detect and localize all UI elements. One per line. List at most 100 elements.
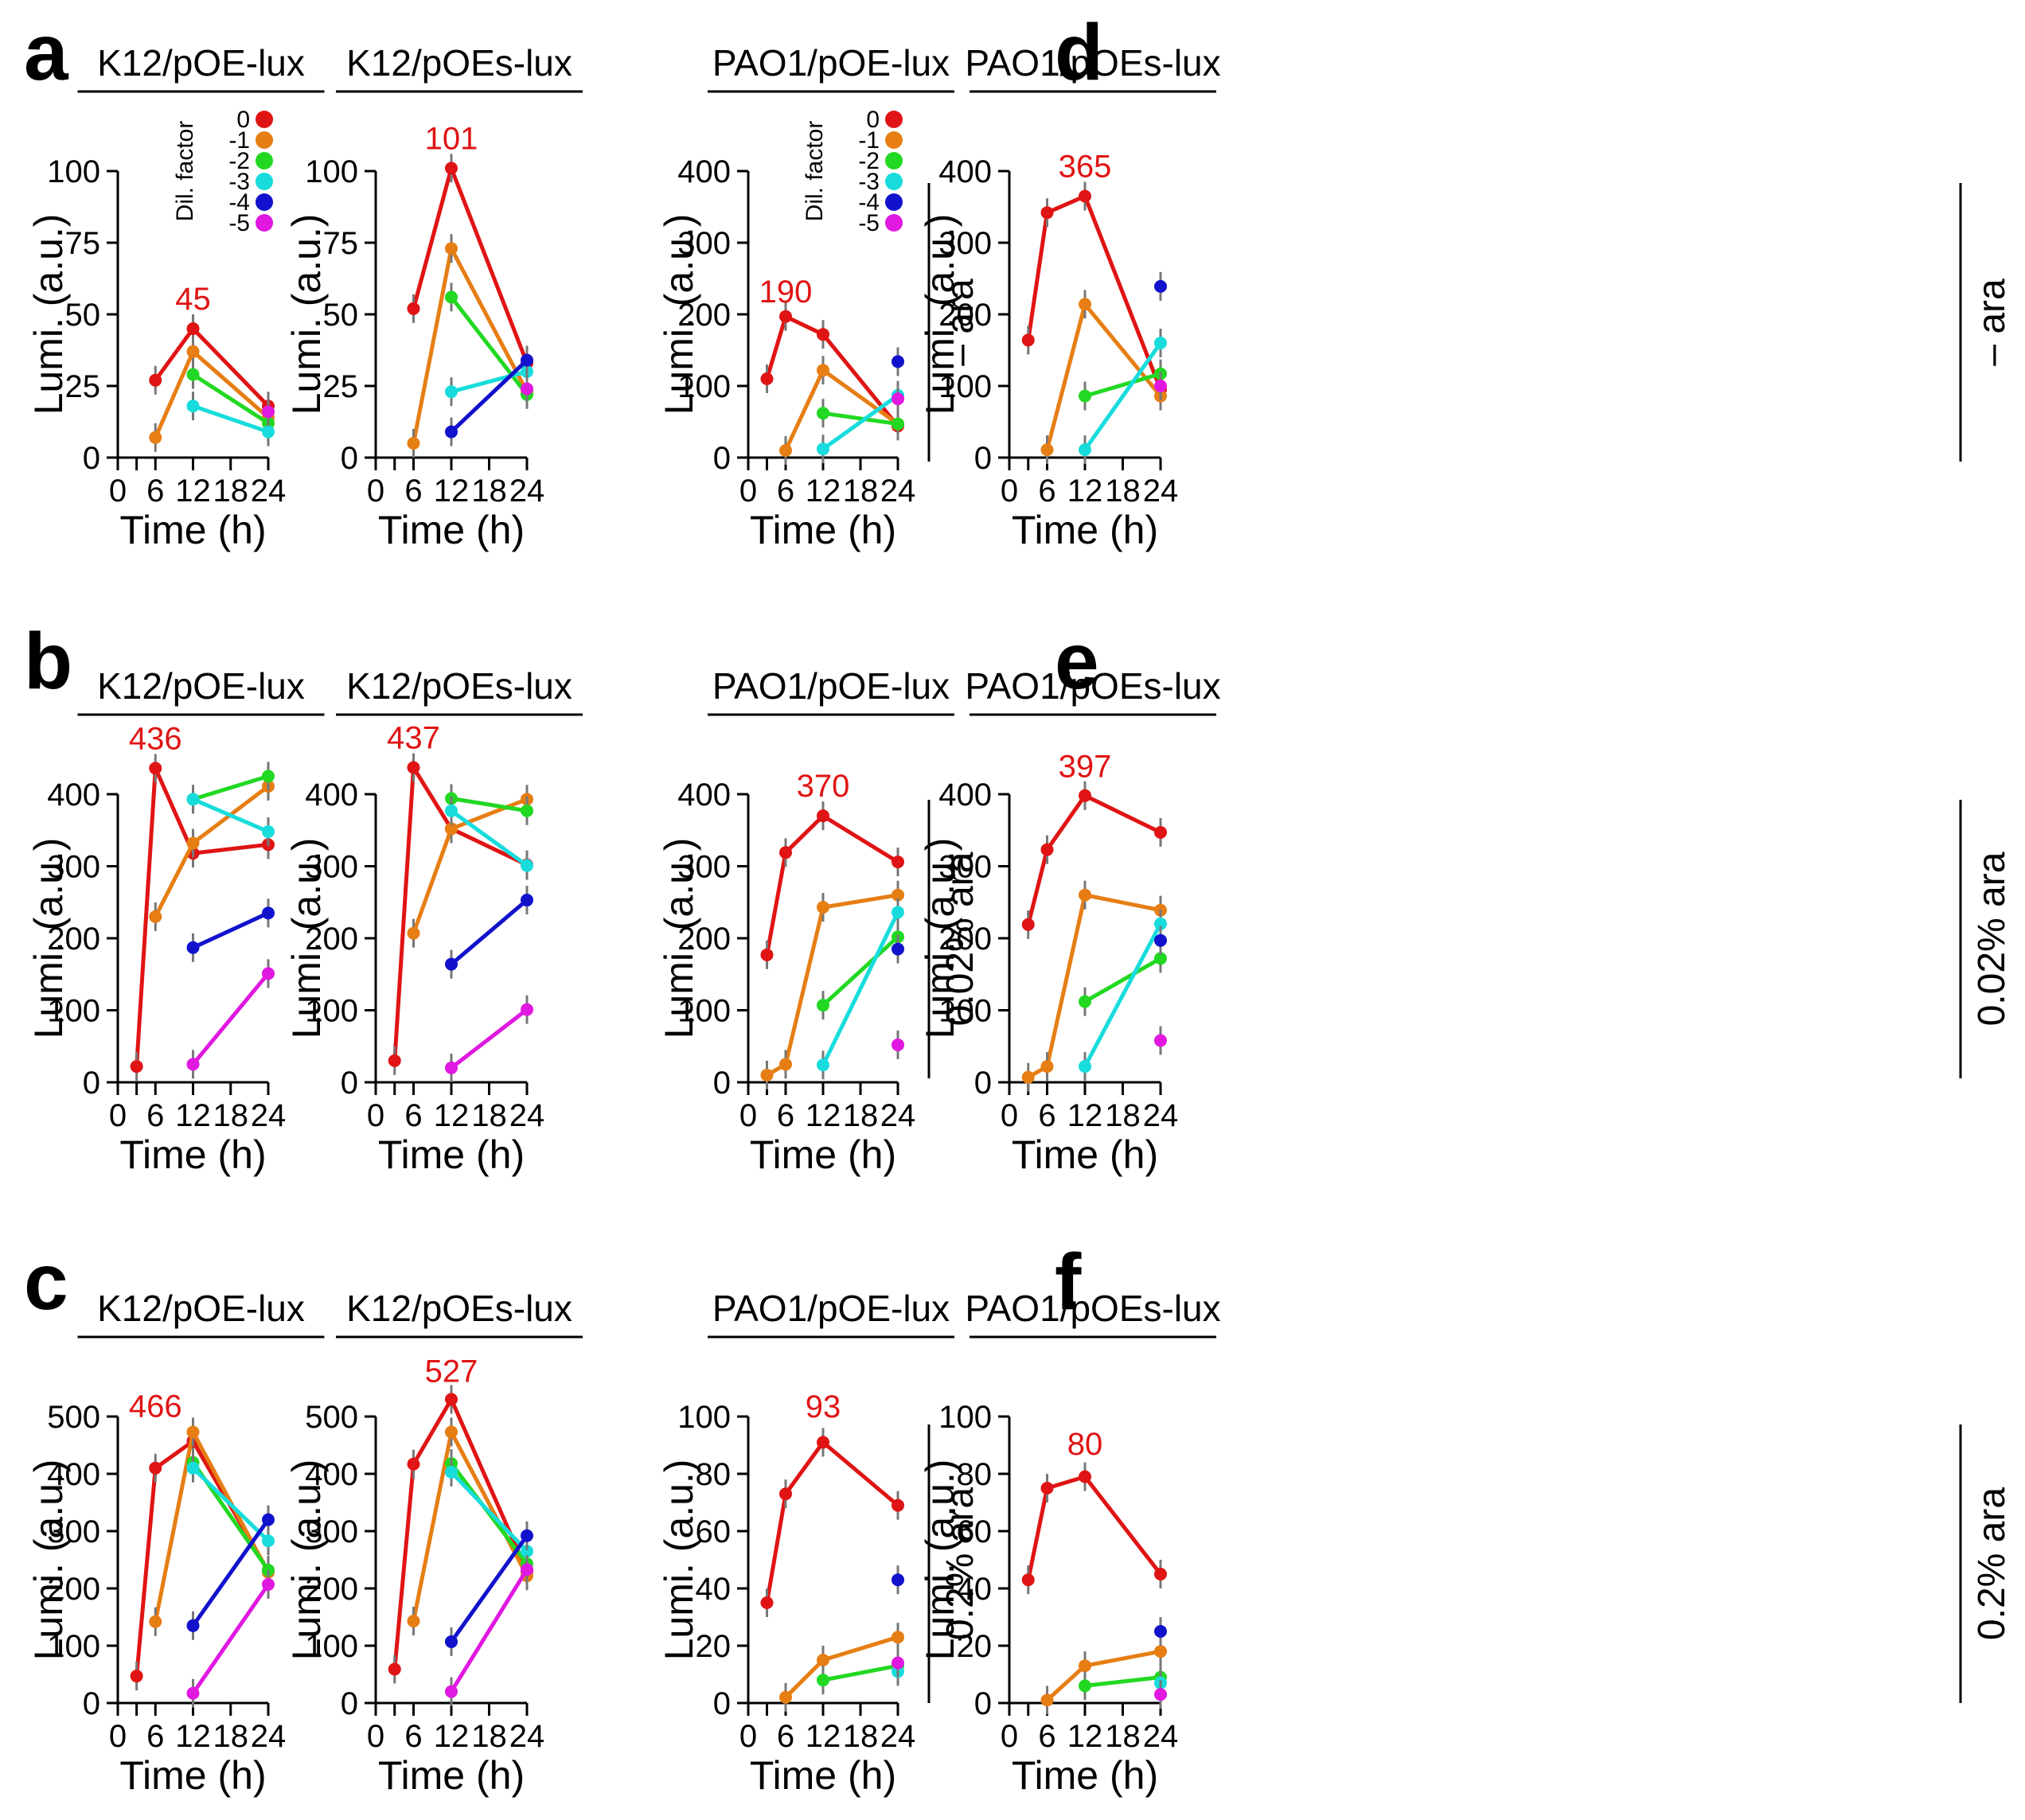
y-tick-label: 400 — [305, 777, 358, 813]
x-tick-label: 18 — [213, 474, 249, 509]
data-point--3 — [262, 425, 275, 438]
series-line--5 — [191, 972, 270, 1066]
y-tick-label: 300 — [677, 226, 731, 261]
y-tick-label: 75 — [65, 226, 101, 261]
legend-marker — [256, 111, 273, 128]
data-point--4 — [521, 894, 533, 907]
legend-label: -2 — [858, 148, 880, 174]
data-point--1 — [407, 437, 420, 450]
x-tick-label: 0 — [109, 1098, 127, 1133]
y-tick-label: 20 — [696, 1629, 732, 1664]
legend-label: -1 — [858, 127, 880, 154]
y-tick-label: 300 — [938, 226, 992, 261]
data-point--1 — [407, 1615, 420, 1628]
legend-label: -4 — [858, 189, 880, 216]
data-point--3 — [186, 793, 200, 806]
data-point--3 — [262, 825, 275, 839]
data-point-0 — [130, 1060, 143, 1074]
y-tick-label: 100 — [47, 1629, 100, 1664]
y-tick-label: 300 — [305, 850, 358, 885]
data-point-0 — [149, 1461, 162, 1475]
x-tick-label: 12 — [1067, 1098, 1103, 1133]
series-line-0 — [135, 766, 269, 1067]
series-line--3 — [821, 393, 899, 451]
panel-letter-f: f — [1055, 1237, 1082, 1327]
data-point--1 — [779, 1058, 792, 1071]
y-axis-label: Lumi. (a.u.) — [26, 214, 71, 415]
condition-label-row-1: 0.02% ara 0.02% ara — [927, 800, 2013, 1078]
legend-title: Dil. factor — [802, 121, 828, 222]
x-tick-label: 6 — [146, 474, 164, 509]
x-tick-label: 24 — [1143, 474, 1179, 509]
y-tick-label: 200 — [677, 922, 731, 957]
legend-marker — [256, 152, 273, 170]
data-point--3 — [445, 385, 458, 399]
y-tick-label: 0 — [713, 441, 731, 476]
series-line-0 — [765, 314, 899, 427]
data-point-0 — [1079, 1470, 1091, 1483]
series-line--1 — [1027, 893, 1161, 1079]
legend-title: Dil. factor — [172, 121, 198, 222]
x-axis-label: Time (h) — [750, 1132, 896, 1177]
series-line--4 — [449, 1534, 529, 1643]
data-point-0 — [817, 328, 829, 341]
y-tick-label: 0 — [341, 1686, 358, 1721]
series-line--5 — [450, 1007, 529, 1070]
x-tick-label: 18 — [843, 474, 879, 509]
x-tick-label: 18 — [213, 1719, 249, 1754]
data-point--2 — [817, 1674, 829, 1687]
series-line--4 — [450, 358, 529, 434]
data-point--4 — [1154, 279, 1167, 293]
legend-label: -5 — [858, 210, 880, 236]
data-point--2 — [1079, 1679, 1091, 1693]
chart-title: PAO1/pOEs-lux — [965, 1288, 1220, 1329]
series-line-0 — [412, 166, 529, 364]
data-point-0 — [407, 302, 420, 315]
peak-value-label: 45 — [175, 282, 211, 317]
data-point--4 — [445, 425, 458, 438]
data-point--5 — [262, 967, 275, 980]
data-point--1 — [892, 888, 904, 902]
y-axis-label: Lumi. (a.u.) — [284, 214, 329, 415]
data-point--3 — [817, 442, 829, 456]
data-point-0 — [1154, 1568, 1167, 1580]
data-point--1 — [760, 1068, 774, 1081]
series-line--1 — [412, 1429, 529, 1622]
x-tick-label: 18 — [471, 474, 507, 509]
x-tick-label: 6 — [1038, 474, 1055, 509]
x-tick-label: 0 — [739, 1719, 757, 1754]
data-point--1 — [186, 1425, 200, 1439]
series-line--2 — [1083, 957, 1162, 1004]
series-line--3 — [450, 1471, 529, 1553]
y-tick-label: 100 — [938, 369, 992, 404]
data-point-0 — [760, 948, 774, 961]
y-tick-label: 0 — [83, 1066, 100, 1101]
chart-title: K12/pOEs-lux — [346, 665, 572, 707]
x-tick-label: 6 — [1038, 1719, 1055, 1754]
series-line-0 — [1026, 793, 1162, 926]
y-tick-label: 200 — [677, 298, 731, 333]
x-axis-label: Time (h) — [119, 508, 266, 552]
legend-label: -3 — [858, 169, 880, 195]
data-point--1 — [445, 822, 458, 836]
data-point-0 — [445, 162, 458, 175]
data-point-0 — [388, 1662, 401, 1676]
x-tick-label: 0 — [1001, 1719, 1018, 1754]
series-line--3 — [451, 369, 528, 394]
y-tick-label: 80 — [957, 1457, 993, 1492]
data-point-0 — [130, 1670, 143, 1683]
data-point--1 — [445, 1425, 458, 1439]
y-axis-label: Lumi. (a.u.) — [284, 838, 329, 1039]
y-tick-label: 100 — [305, 154, 358, 189]
panel-letter-e: e — [1055, 617, 1099, 706]
legend-marker — [885, 152, 903, 170]
data-point-0 — [1040, 1482, 1054, 1495]
y-tick-label: 60 — [696, 1514, 732, 1549]
x-tick-label: 0 — [109, 474, 127, 509]
x-tick-label: 6 — [1038, 1098, 1055, 1133]
data-point-0 — [1040, 843, 1054, 856]
legend-marker — [885, 131, 903, 149]
